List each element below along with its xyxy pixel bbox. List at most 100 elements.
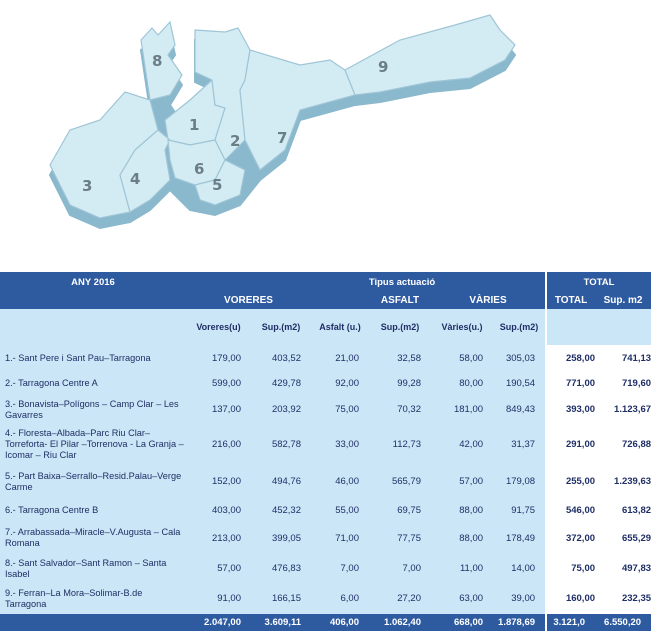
value-cell: 599,00 [186, 371, 251, 395]
table-row: 7.- Arrabassada–Miracle–V.Augusta – Cala… [0, 522, 651, 554]
district-name: 2.- Tarragona Centre A [0, 371, 186, 395]
value-cell: 203,92 [251, 395, 311, 424]
year-label: ANY 2016 [0, 272, 186, 292]
total-cell: 1.062,40 [369, 614, 431, 631]
value-cell: 99,28 [369, 371, 431, 395]
value-cell: 91,75 [493, 498, 547, 522]
row-sup-cell: 655,29 [595, 522, 651, 554]
row-sup-cell: 232,35 [595, 583, 651, 614]
district-label-9: 9 [378, 58, 388, 76]
value-cell: 55,00 [311, 498, 369, 522]
row-sup-cell: 719,60 [595, 371, 651, 395]
table-row: 4.- Floresta–Albada–Parc Riu Clar–Torref… [0, 424, 651, 465]
total-cell: 406,00 [311, 614, 369, 631]
value-cell: 399,05 [251, 522, 311, 554]
value-cell: 11,00 [431, 554, 494, 583]
value-cell: 70,32 [369, 395, 431, 424]
value-cell: 33,00 [311, 424, 369, 465]
value-cell: 31,37 [493, 424, 547, 465]
row-total-cell: 258,00 [545, 345, 596, 371]
col-voreres-u: Voreres(u) [186, 309, 251, 345]
value-cell: 213,00 [186, 522, 251, 554]
col-varies-u: Vàries(u.) [431, 309, 494, 345]
value-cell: 57,00 [186, 554, 251, 583]
district-9-shape [344, 14, 516, 96]
value-cell: 57,00 [431, 465, 494, 498]
table-body: 1.- Sant Pere i Sant Pau–Tarragona 179,00… [0, 345, 651, 614]
value-cell: 80,00 [431, 371, 494, 395]
district-label-3: 3 [82, 177, 92, 195]
table-row: 5.- Part Baixa–Serrallo–Resid.Palau–Verg… [0, 465, 651, 498]
district-name: 3.- Bonavista–Polígons – Camp Clar – Les… [0, 395, 186, 424]
header-row-groups: VORERES ASFALT VÀRIES TOTAL Sup. m2 [0, 292, 651, 309]
value-cell: 476,83 [251, 554, 311, 583]
sup-m2-subheader: Sup. m2 [595, 292, 651, 309]
row-sup-cell: 1.239,63 [595, 465, 651, 498]
district-8-shape [140, 20, 183, 101]
district-name: 6.- Tarragona Centre B [0, 498, 186, 522]
district-name: 4.- Floresta–Albada–Parc Riu Clar–Torref… [0, 424, 186, 465]
value-cell: 21,00 [311, 345, 369, 371]
total-subheader: TOTAL [545, 292, 596, 309]
value-cell: 403,00 [186, 498, 251, 522]
value-cell: 88,00 [431, 498, 494, 522]
row-sup-cell: 613,82 [595, 498, 651, 522]
value-cell: 42,00 [431, 424, 494, 465]
district-2-shape [194, 27, 251, 162]
value-cell: 137,00 [186, 395, 251, 424]
value-cell: 494,76 [251, 465, 311, 498]
value-cell: 403,52 [251, 345, 311, 371]
value-cell: 46,00 [311, 465, 369, 498]
total-cell: 668,00 [431, 614, 494, 631]
district-name: 8.- Sant Salvador–Sant Ramon – Santa Isa… [0, 554, 186, 583]
value-cell: 69,75 [369, 498, 431, 522]
col-varies-sup: Sup.(m2) [493, 309, 547, 345]
value-cell: 39,00 [493, 583, 547, 614]
row-total-cell: 255,00 [545, 465, 596, 498]
value-cell: 75,00 [311, 395, 369, 424]
total-header: TOTAL [545, 272, 651, 292]
district-label-7: 7 [277, 129, 287, 147]
value-cell: 32,58 [369, 345, 431, 371]
col-voreres-sup: Sup.(m2) [251, 309, 311, 345]
row-total-cell: 75,00 [545, 554, 596, 583]
value-cell: 181,00 [431, 395, 494, 424]
row-total-cell: 160,00 [545, 583, 596, 614]
district-name: 9.- Ferran–La Mora–Solimar-B.de Tarragon… [0, 583, 186, 614]
district-name: 7.- Arrabassada–Miracle–V.Augusta – Cala… [0, 522, 186, 554]
voreres-header: VORERES [186, 292, 311, 309]
total-cell: 2.047,00 [186, 614, 251, 631]
map-labels: 8 1 2 7 9 3 4 6 5 [82, 52, 388, 195]
asfalt-header: ASFALT [369, 292, 431, 309]
row-total-cell: 372,00 [545, 522, 596, 554]
value-cell: 7,00 [369, 554, 431, 583]
varies-header: VÀRIES [431, 292, 547, 309]
value-cell: 582,78 [251, 424, 311, 465]
value-cell: 166,15 [251, 583, 311, 614]
district-name: 5.- Part Baixa–Serrallo–Resid.Palau–Verg… [0, 465, 186, 498]
tipus-actuacio-header: Tipus actuació [311, 272, 494, 292]
district-label-4: 4 [130, 170, 140, 188]
table-row: 2.- Tarragona Centre A 599,00 429,78 92,00 9… [0, 371, 651, 395]
table-row: 6.- Tarragona Centre B 403,00 452,32 55,00 6… [0, 498, 651, 522]
district-name: 1.- Sant Pere i Sant Pau–Tarragona [0, 345, 186, 371]
row-total-cell: 771,00 [545, 371, 596, 395]
district-label-6: 6 [194, 160, 204, 178]
value-cell: 27,20 [369, 583, 431, 614]
table-row: 1.- Sant Pere i Sant Pau–Tarragona 179,00… [0, 345, 651, 371]
district-7-shape [239, 49, 356, 171]
value-cell: 7,00 [311, 554, 369, 583]
row-total-cell: 546,00 [545, 498, 596, 522]
actuations-table: ANY 2016 Tipus actuació TOTAL VORERES AS… [0, 272, 651, 631]
district-label-8: 8 [152, 52, 162, 70]
district-5-shape [194, 159, 246, 206]
value-cell: 71,00 [311, 522, 369, 554]
district-label-1: 1 [189, 116, 199, 134]
district-label-5: 5 [212, 176, 222, 194]
header-row-year: ANY 2016 Tipus actuació TOTAL [0, 272, 651, 292]
value-cell: 58,00 [431, 345, 494, 371]
col-asfalt-u: Asfalt (u.) [311, 309, 369, 345]
col-asfalt-sup: Sup.(m2) [369, 309, 431, 345]
value-cell: 63,00 [431, 583, 494, 614]
districts-map: 8 1 2 7 9 3 4 6 5 [48, 14, 517, 230]
